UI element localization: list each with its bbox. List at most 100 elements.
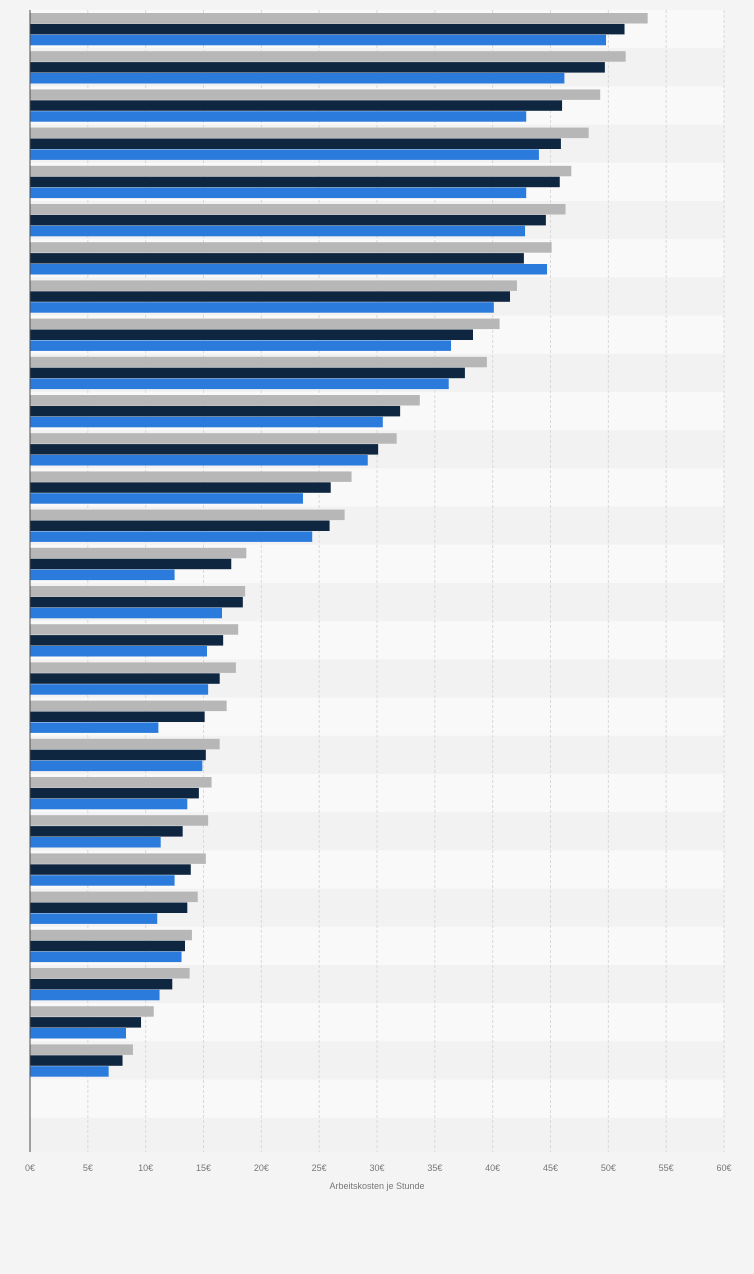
x-tick-label: 40€ bbox=[485, 1163, 500, 1173]
bar bbox=[30, 777, 212, 788]
bar bbox=[30, 1044, 133, 1055]
bar bbox=[30, 176, 560, 188]
x-tick-label: 15€ bbox=[196, 1163, 211, 1173]
x-tick-label: 5€ bbox=[83, 1163, 93, 1173]
bar bbox=[30, 1055, 123, 1066]
x-axis-label: Arbeitskosten je Stunde bbox=[329, 1181, 424, 1191]
bar bbox=[30, 493, 303, 504]
bar bbox=[30, 242, 552, 253]
bar bbox=[30, 635, 224, 646]
bar bbox=[30, 204, 566, 215]
bar bbox=[30, 520, 330, 531]
bar bbox=[30, 34, 607, 46]
x-tick-label: 20€ bbox=[254, 1163, 269, 1173]
bar bbox=[30, 1066, 109, 1077]
bar bbox=[30, 340, 452, 351]
bar bbox=[30, 547, 247, 559]
bar bbox=[30, 62, 605, 73]
x-tick-label: 50€ bbox=[601, 1163, 616, 1173]
bar bbox=[30, 280, 517, 291]
bar bbox=[30, 607, 223, 619]
bar bbox=[30, 700, 227, 712]
x-tick-label: 60€ bbox=[716, 1163, 731, 1173]
bar bbox=[30, 1017, 142, 1028]
x-tick-label: 35€ bbox=[427, 1163, 442, 1173]
bar bbox=[30, 378, 449, 390]
bar bbox=[30, 662, 236, 673]
bar bbox=[30, 302, 494, 313]
bar bbox=[30, 329, 474, 340]
bar bbox=[30, 482, 331, 493]
bar bbox=[30, 798, 188, 810]
bar bbox=[30, 815, 209, 826]
bar bbox=[30, 673, 220, 684]
bar bbox=[30, 558, 232, 570]
bar bbox=[30, 291, 511, 302]
bar bbox=[30, 940, 185, 952]
bar bbox=[30, 760, 203, 772]
x-tick-labels: 0€ 5€ 10€ 15€ 20€ 25€ 30€ 35€ 40€ 45€ 50€ 55€ 60€ bbox=[25, 1163, 732, 1173]
bar bbox=[30, 138, 561, 149]
bar bbox=[30, 978, 173, 990]
bar bbox=[30, 711, 205, 722]
bar bbox=[30, 951, 182, 963]
bar bbox=[30, 837, 161, 848]
bar bbox=[30, 444, 379, 455]
bar bbox=[30, 989, 160, 1001]
bar bbox=[30, 405, 401, 417]
bar bbox=[30, 149, 539, 160]
bar bbox=[30, 738, 220, 750]
bar bbox=[30, 1006, 154, 1017]
bar bbox=[30, 531, 313, 542]
bar bbox=[30, 225, 526, 237]
bar bbox=[30, 395, 420, 406]
bar bbox=[30, 722, 159, 733]
bar bbox=[30, 253, 524, 264]
bar bbox=[30, 569, 175, 581]
bar bbox=[30, 471, 352, 482]
bar bbox=[30, 586, 246, 597]
bar bbox=[30, 1028, 127, 1039]
bar bbox=[30, 73, 565, 84]
bar bbox=[30, 509, 345, 521]
bar bbox=[30, 416, 383, 428]
bar bbox=[30, 596, 243, 608]
x-tick-label: 10€ bbox=[138, 1163, 153, 1173]
bar bbox=[30, 356, 487, 368]
x-tick-label: 45€ bbox=[543, 1163, 558, 1173]
bar bbox=[30, 318, 500, 330]
bar bbox=[30, 875, 175, 886]
x-tick-label: 30€ bbox=[369, 1163, 384, 1173]
bar bbox=[30, 749, 206, 761]
bar bbox=[30, 913, 158, 924]
x-tick-label: 55€ bbox=[659, 1163, 674, 1173]
bar bbox=[30, 853, 206, 864]
x-tick-label: 0€ bbox=[25, 1163, 35, 1173]
bar bbox=[30, 111, 527, 122]
bar bbox=[30, 367, 465, 379]
bar bbox=[30, 864, 191, 875]
bars bbox=[30, 13, 648, 1077]
bar bbox=[30, 968, 190, 979]
bar bbox=[30, 264, 548, 275]
bar bbox=[30, 433, 397, 444]
bar bbox=[30, 165, 572, 177]
bar bbox=[30, 100, 563, 111]
bar bbox=[30, 455, 368, 466]
bar bbox=[30, 214, 546, 226]
bar bbox=[30, 684, 209, 695]
bar bbox=[30, 891, 198, 903]
bar bbox=[30, 187, 527, 199]
bar bbox=[30, 646, 207, 657]
bar bbox=[30, 89, 601, 100]
bar bbox=[30, 902, 188, 913]
bar bbox=[30, 929, 192, 941]
bar bbox=[30, 826, 183, 837]
bar bbox=[30, 23, 625, 35]
bar bbox=[30, 13, 648, 24]
bar bbox=[30, 787, 199, 799]
bar bbox=[30, 51, 626, 62]
bar bbox=[30, 624, 239, 635]
